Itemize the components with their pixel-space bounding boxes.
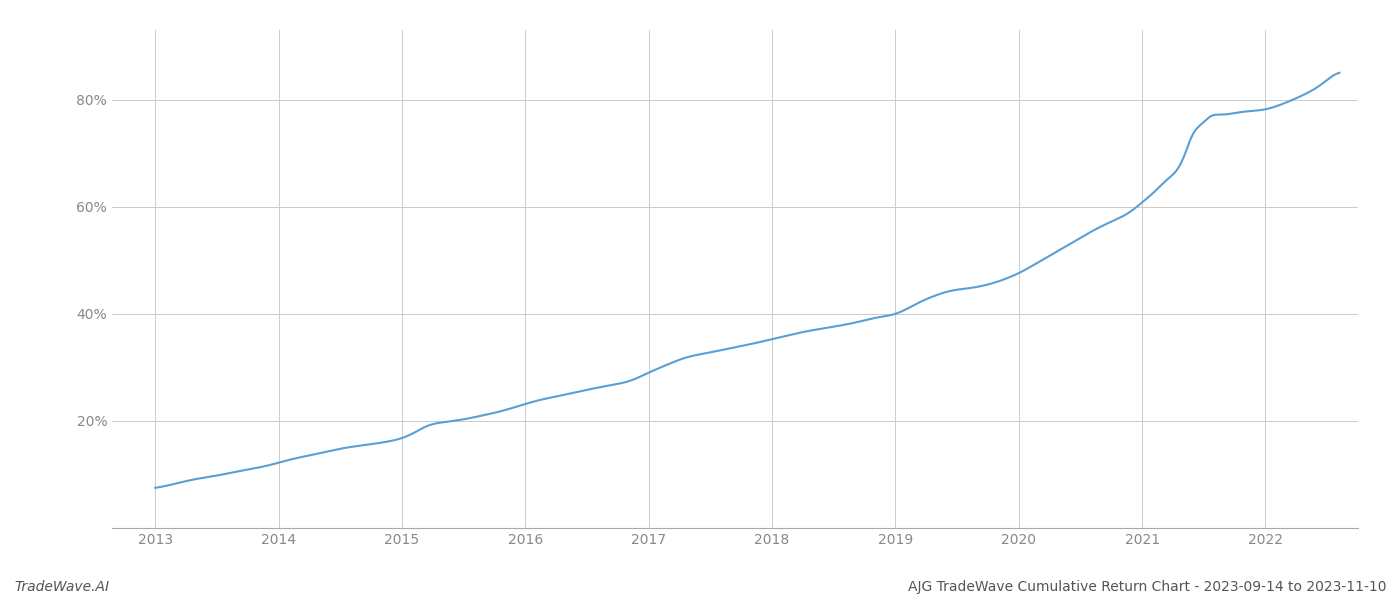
Text: TradeWave.AI: TradeWave.AI (14, 580, 109, 594)
Text: AJG TradeWave Cumulative Return Chart - 2023-09-14 to 2023-11-10: AJG TradeWave Cumulative Return Chart - … (907, 580, 1386, 594)
